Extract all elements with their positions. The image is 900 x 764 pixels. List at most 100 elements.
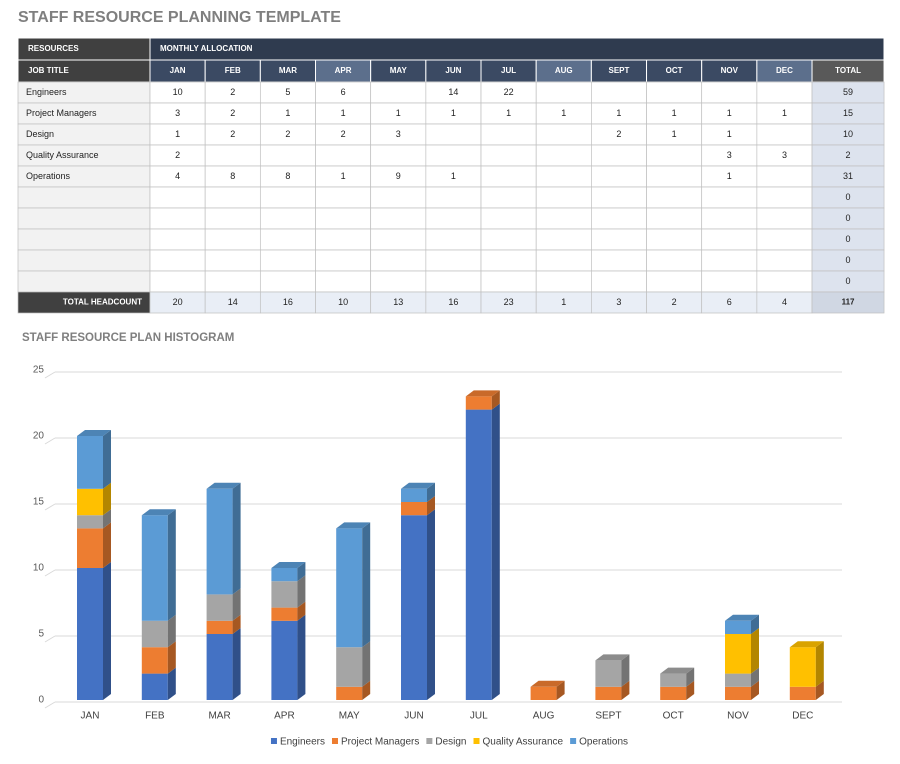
table-cell: [535, 228, 592, 251]
cell-text: 1: [285, 108, 290, 118]
table-cell: [591, 270, 647, 293]
bar-side: [556, 680, 565, 700]
group-header: MONTHLY ALLOCATION: [160, 44, 253, 53]
cell-text: 22: [504, 87, 514, 97]
footer-text: 14: [228, 297, 238, 307]
bar-segment: [271, 568, 298, 582]
bar-side: [103, 430, 111, 489]
column-header: OCT: [666, 66, 683, 75]
bar-segment: [77, 568, 103, 700]
cell-text: 14: [448, 87, 458, 97]
bar-segment: [336, 528, 363, 648]
cell-text: 0: [846, 276, 851, 286]
footer-text: 23: [504, 297, 514, 307]
table-cell: [149, 249, 206, 272]
cell-text: 0: [846, 192, 851, 202]
column-header: FEB: [225, 66, 241, 75]
table-cell: [756, 81, 813, 104]
table-cell: [425, 123, 482, 146]
bar-segment: [77, 488, 103, 516]
footer-text: 16: [448, 297, 458, 307]
cell-text: 15: [843, 108, 853, 118]
table-cell: [370, 270, 427, 293]
legend-label: Operations: [579, 737, 628, 748]
chart-title: STAFF RESOURCE PLAN HISTOGRAM: [22, 332, 234, 344]
x-tick-label: FEB: [145, 711, 165, 722]
cell-text: 0: [846, 255, 851, 265]
cell-text: 59: [843, 87, 853, 97]
table-cell: [701, 186, 758, 209]
legend-swatch: [570, 738, 577, 744]
bar-segment: [789, 686, 816, 700]
y-tick-label: 10: [33, 563, 45, 574]
bar-side: [167, 641, 176, 674]
cell-text: 2: [230, 129, 235, 139]
table-cell: [370, 144, 427, 167]
table-cell: [535, 165, 592, 188]
cell-text: 2: [341, 129, 346, 139]
bar-side: [491, 403, 500, 700]
bar-side: [427, 509, 435, 700]
table-cell: [701, 207, 758, 230]
x-tick-label: APR: [274, 711, 295, 722]
cell-text: 0: [846, 213, 851, 223]
column-header: JOB TITLE: [28, 66, 70, 75]
bar-segment: [141, 647, 168, 674]
column-header: MAR: [279, 66, 297, 75]
cell-text: 3: [396, 129, 401, 139]
cell-text: 2: [285, 129, 290, 139]
cell-text: Operations: [26, 171, 71, 181]
cell-text: Engineers: [26, 87, 67, 97]
footer-text: 1: [561, 297, 566, 307]
header-cell: [149, 37, 885, 61]
bar-segment: [401, 502, 427, 516]
grid-line-depth: [44, 503, 56, 511]
table-cell: [315, 186, 372, 209]
cell-text: 0: [846, 234, 851, 244]
footer-text: TOTAL HEADCOUNT: [63, 298, 142, 307]
table-cell: [535, 81, 592, 104]
legend-label: Project Managers: [341, 737, 419, 748]
x-tick-label: SEPT: [595, 711, 621, 722]
bar-segment: [206, 620, 233, 634]
table-cell: [149, 228, 206, 251]
table-cell: [149, 270, 206, 293]
cell-text: 2: [616, 129, 621, 139]
footer-text: 2: [672, 297, 677, 307]
table-cell: [701, 249, 758, 272]
table-cell: [646, 228, 703, 251]
table-cell: [315, 207, 372, 230]
table-cell: [315, 144, 372, 167]
footer-cell: [811, 291, 885, 314]
bar-segment: [660, 673, 687, 687]
table-cell: [149, 207, 206, 230]
bar-top: [595, 654, 630, 661]
cell-text: 1: [506, 108, 511, 118]
table-cell: [315, 228, 372, 251]
table-cell: [259, 186, 316, 209]
cell-text: Design: [26, 129, 54, 139]
table-cell: [591, 144, 647, 167]
table-cell: [425, 186, 482, 209]
column-header: SEPT: [608, 66, 629, 75]
bar-side: [232, 588, 241, 621]
bar-top: [271, 562, 306, 568]
bar-side: [167, 667, 176, 700]
bar-side: [297, 562, 306, 582]
bar-segment: [465, 396, 492, 410]
table-cell: [259, 249, 316, 272]
legend-label: Quality Assurance: [483, 737, 564, 748]
table-cell: [204, 186, 261, 209]
legend-swatch: [270, 738, 277, 744]
table-cell: [535, 186, 592, 209]
table-cell: [591, 186, 647, 209]
bar-side: [297, 575, 306, 608]
x-tick-label: OCT: [663, 711, 684, 722]
table-cell: [425, 144, 482, 167]
table-cell: [756, 270, 813, 293]
table-cell: [259, 270, 316, 293]
column-header: AUG: [555, 66, 573, 75]
bar-side: [167, 509, 176, 621]
cell-text: 1: [616, 108, 621, 118]
